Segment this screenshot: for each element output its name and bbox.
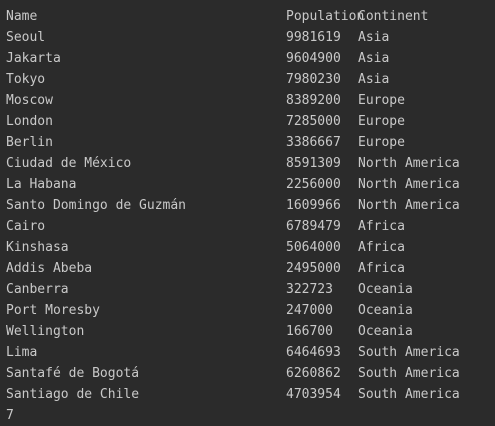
cell-population: 2495000 xyxy=(286,261,341,276)
cell-name: Seoul xyxy=(6,30,46,45)
cell-continent: Oceania xyxy=(358,282,413,297)
cell-population: 3386667 xyxy=(286,135,341,150)
cell-continent: North America xyxy=(358,177,460,192)
cell-name: Wellington xyxy=(6,324,85,339)
cell-continent: South America xyxy=(358,366,460,381)
cell-population: 5064000 xyxy=(286,240,341,255)
cell-name: Kinshasa xyxy=(6,240,69,255)
table-row: Jakarta 9604900 Asia xyxy=(6,48,495,69)
cell-name: Santo Domingo de Guzmán xyxy=(6,198,187,213)
cell-name: London xyxy=(6,114,53,129)
cell-continent: Africa xyxy=(358,240,405,255)
table-row: Tokyo 7980230 Asia xyxy=(6,69,495,90)
cell-continent: Europe xyxy=(358,135,405,150)
cell-population: 7980230 xyxy=(286,72,341,87)
cell-continent: Europe xyxy=(358,114,405,129)
table-row: London 7285000 Europe xyxy=(6,111,495,132)
table-row: Ciudad de México 8591309 North America xyxy=(6,153,495,174)
table-row: Santiago de Chile 4703954 South America xyxy=(6,384,495,405)
table-row: Canberra 322723 Oceania xyxy=(6,279,495,300)
cell-population: 247000 xyxy=(286,303,333,318)
cell-continent: Oceania xyxy=(358,324,413,339)
table-row: Santo Domingo de Guzmán 1609966 North Amer… xyxy=(6,195,495,216)
cell-continent: Oceania xyxy=(358,303,413,318)
cell-population: 9981619 xyxy=(286,30,341,45)
table-row: Moscow 8389200 Europe xyxy=(6,90,495,111)
cell-name: Addis Abeba xyxy=(6,261,93,276)
cell-name: Ciudad de México xyxy=(6,156,132,171)
table-row: La Habana 2256000 North America xyxy=(6,174,495,195)
cell-population: 7285000 xyxy=(286,114,341,129)
cell-population: 8591309 xyxy=(286,156,341,171)
cell-name: La Habana xyxy=(6,177,77,192)
header-name: Name xyxy=(6,9,38,24)
cell-name: Cairo xyxy=(6,219,46,234)
table-row: Port Moresby 247000 Oceania xyxy=(6,300,495,321)
cell-continent: Europe xyxy=(358,93,405,108)
cell-continent: Asia xyxy=(358,51,390,66)
cell-continent: Africa xyxy=(358,261,405,276)
cell-population: 6260862 xyxy=(286,366,341,381)
cell-population: 322723 xyxy=(286,282,333,297)
table-rows: Seoul 9981619 Asia Jakarta 9604900 Asia Tokyo 7… xyxy=(6,27,495,405)
cell-name: Moscow xyxy=(6,93,53,108)
cell-population: 2256000 xyxy=(286,177,341,192)
trailing-output: 7 xyxy=(6,408,14,423)
header-population: Population xyxy=(286,9,365,24)
cell-population: 166700 xyxy=(286,324,333,339)
cell-population: 6789479 xyxy=(286,219,341,234)
cell-continent: South America xyxy=(358,387,460,402)
table-row: Kinshasa 5064000 Africa xyxy=(6,237,495,258)
table-row: Lima 6464693 South America xyxy=(6,342,495,363)
console-output: Name Population Continent Seoul 9981619 As… xyxy=(6,6,495,423)
cell-name: Port Moresby xyxy=(6,303,100,318)
cell-continent: South America xyxy=(358,345,460,360)
table-row: Berlin 3386667 Europe xyxy=(6,132,495,153)
cell-name: Lima xyxy=(6,345,38,360)
cell-name: Santiago de Chile xyxy=(6,387,140,402)
table-row: Wellington 166700 Oceania xyxy=(6,321,495,342)
cell-continent: Africa xyxy=(358,219,405,234)
table-row: Cairo 6789479 Africa xyxy=(6,216,495,237)
cell-name: Canberra xyxy=(6,282,69,297)
cell-population: 9604900 xyxy=(286,51,341,66)
cell-continent: North America xyxy=(358,156,460,171)
cell-name: Tokyo xyxy=(6,72,46,87)
cell-name: Jakarta xyxy=(6,51,61,66)
cell-continent: Asia xyxy=(358,72,390,87)
cell-name: Berlin xyxy=(6,135,53,150)
cell-population: 6464693 xyxy=(286,345,341,360)
cell-continent: Asia xyxy=(358,30,390,45)
cell-name: Santafé de Bogotá xyxy=(6,366,140,381)
header-continent: Continent xyxy=(358,9,429,24)
cell-population: 8389200 xyxy=(286,93,341,108)
cell-continent: North America xyxy=(358,198,460,213)
table-row: Santafé de Bogotá 6260862 South America xyxy=(6,363,495,384)
table-row: Addis Abeba 2495000 Africa xyxy=(6,258,495,279)
table-header: Name Population Continent xyxy=(6,6,495,27)
cell-population: 4703954 xyxy=(286,387,341,402)
table-row: Seoul 9981619 Asia xyxy=(6,27,495,48)
cell-population: 1609966 xyxy=(286,198,341,213)
